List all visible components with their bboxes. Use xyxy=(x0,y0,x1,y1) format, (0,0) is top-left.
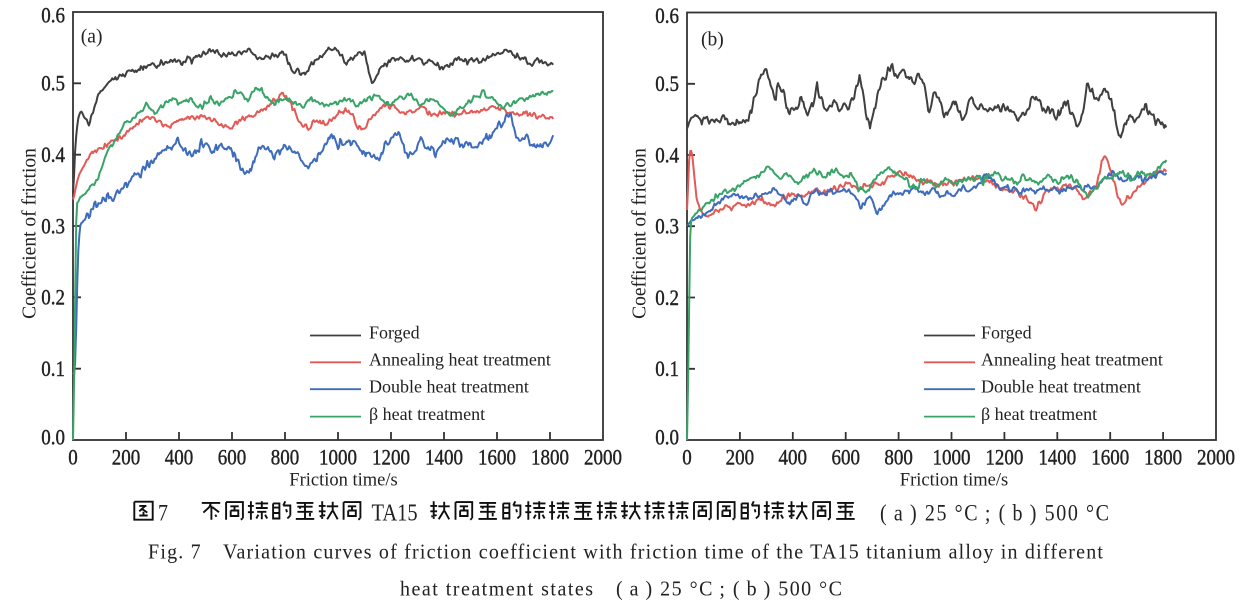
svg-text:1800: 1800 xyxy=(531,446,569,470)
svg-text:1400: 1400 xyxy=(425,446,463,470)
svg-text:2000: 2000 xyxy=(1197,446,1235,470)
svg-text:0.1: 0.1 xyxy=(41,358,65,382)
svg-text:Annealing heat treatment: Annealing heat treatment xyxy=(981,350,1163,370)
svg-text:0.1: 0.1 xyxy=(655,358,679,382)
svg-text:0.3: 0.3 xyxy=(655,215,679,239)
svg-text:200: 200 xyxy=(112,446,140,470)
svg-text:Friction time/s: Friction time/s xyxy=(289,471,397,491)
svg-text:0.0: 0.0 xyxy=(655,426,679,450)
svg-text:7: 7 xyxy=(158,500,168,526)
svg-text:1600: 1600 xyxy=(478,446,516,470)
svg-text:Forged: Forged xyxy=(369,323,420,343)
svg-text:400: 400 xyxy=(779,446,807,470)
svg-text:600: 600 xyxy=(218,446,246,470)
svg-text:Double heat treatment: Double heat treatment xyxy=(369,376,529,396)
svg-text:Coefficient of friction: Coefficient of friction xyxy=(630,148,651,319)
svg-text:1800: 1800 xyxy=(1144,446,1182,470)
svg-text:400: 400 xyxy=(165,446,193,470)
svg-text:0.6: 0.6 xyxy=(655,5,679,29)
svg-text:β heat treatment: β heat treatment xyxy=(369,404,485,424)
svg-text:1200: 1200 xyxy=(372,446,410,470)
svg-text:Annealing heat treatment: Annealing heat treatment xyxy=(369,350,551,370)
svg-text:600: 600 xyxy=(831,446,859,470)
svg-text:1400: 1400 xyxy=(1038,446,1076,470)
svg-text:Double heat treatment: Double heat treatment xyxy=(981,376,1141,396)
svg-text:1000: 1000 xyxy=(319,446,357,470)
svg-text:Coefficient of friction: Coefficient of friction xyxy=(20,148,41,319)
svg-text:Fig. 7 Variation curves of fri: Fig. 7 Variation curves of friction coef… xyxy=(148,539,1103,564)
svg-text:0.5: 0.5 xyxy=(41,72,65,96)
svg-text:1200: 1200 xyxy=(985,446,1023,470)
svg-text:0.0: 0.0 xyxy=(41,426,65,450)
svg-text:0.4: 0.4 xyxy=(655,144,679,168)
svg-text:1600: 1600 xyxy=(1091,446,1129,470)
svg-text:Forged: Forged xyxy=(981,323,1032,343)
svg-text:(b): (b) xyxy=(701,30,724,51)
svg-text:Friction time/s: Friction time/s xyxy=(900,471,1008,491)
svg-text:β heat treatment: β heat treatment xyxy=(981,404,1097,424)
svg-text:0.5: 0.5 xyxy=(655,73,679,97)
svg-text:0: 0 xyxy=(682,446,691,470)
svg-text:2000: 2000 xyxy=(584,446,622,470)
svg-text:TA15: TA15 xyxy=(372,499,418,526)
svg-text:200: 200 xyxy=(726,446,754,470)
svg-text:1000: 1000 xyxy=(933,446,971,470)
svg-text:800: 800 xyxy=(884,446,912,470)
svg-text:heat treatment states ( a ) 25: heat treatment states ( a ) 25 °C ; ( b … xyxy=(400,576,842,601)
svg-text:0.6: 0.6 xyxy=(41,4,65,28)
svg-text:0.2: 0.2 xyxy=(655,287,679,311)
svg-text:0.4: 0.4 xyxy=(41,144,65,168)
svg-text:0.2: 0.2 xyxy=(41,286,65,310)
svg-text:(a): (a) xyxy=(81,27,103,48)
svg-text:( a ) 25 °C ; ( b ) 500 °C: ( a ) 25 °C ; ( b ) 500 °C xyxy=(880,500,1109,526)
svg-text:0.3: 0.3 xyxy=(41,215,65,239)
svg-text:0: 0 xyxy=(68,446,77,470)
svg-text:800: 800 xyxy=(271,446,299,470)
